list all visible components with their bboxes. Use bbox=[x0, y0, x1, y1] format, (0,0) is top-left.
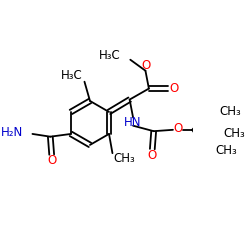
Text: H₃C: H₃C bbox=[61, 69, 83, 82]
Text: O: O bbox=[142, 59, 151, 72]
Text: CH₃: CH₃ bbox=[224, 128, 246, 140]
Text: O: O bbox=[148, 149, 157, 162]
Text: O: O bbox=[47, 154, 56, 167]
Text: O: O bbox=[169, 82, 178, 95]
Text: H₂N: H₂N bbox=[0, 126, 23, 139]
Text: H₃C: H₃C bbox=[99, 49, 121, 62]
Text: O: O bbox=[173, 122, 182, 135]
Text: CH₃: CH₃ bbox=[216, 144, 237, 157]
Text: CH₃: CH₃ bbox=[114, 152, 136, 165]
Text: CH₃: CH₃ bbox=[220, 106, 242, 118]
Text: HN: HN bbox=[124, 116, 142, 130]
